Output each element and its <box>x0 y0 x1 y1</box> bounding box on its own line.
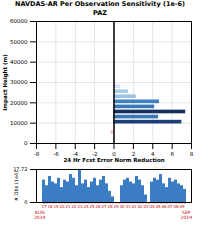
svg-text:25: 25 <box>89 204 95 209</box>
svg-text:6: 6 <box>170 151 174 157</box>
html-text:AUG 2019: AUG 2019 <box>34 210 46 220</box>
svg-text:03: 03 <box>143 204 149 209</box>
svg-text:0: 0 <box>24 199 27 205</box>
svg-text:60000: 60000 <box>10 18 28 24</box>
svg-text:8: 8 <box>190 151 194 157</box>
svg-text:23: 23 <box>77 204 83 209</box>
svg-text:06: 06 <box>161 204 167 209</box>
svg-text:# Obs (1e4): # Obs (1e4) <box>13 171 19 201</box>
svg-text:-6: -6 <box>53 151 59 157</box>
svg-text:-8: -8 <box>34 151 40 157</box>
svg-text:28: 28 <box>107 204 113 209</box>
svg-text:26: 26 <box>95 204 101 209</box>
svg-text:50000: 50000 <box>10 39 28 45</box>
svg-text:40000: 40000 <box>10 59 28 65</box>
svg-text:31: 31 <box>125 204 131 209</box>
svg-text:04: 04 <box>149 204 155 209</box>
svg-text:24 Hr Fcst Error Norm Reductio: 24 Hr Fcst Error Norm Reduction <box>63 157 164 163</box>
svg-text:09: 09 <box>179 204 185 209</box>
svg-text:24: 24 <box>83 204 89 209</box>
svg-text:-2: -2 <box>91 151 98 158</box>
svg-text:07: 07 <box>167 204 173 209</box>
html-text:SEP 2019: SEP 2019 <box>180 210 192 220</box>
svg-text:21: 21 <box>65 204 71 209</box>
svg-text:18: 18 <box>47 204 53 209</box>
svg-text:01: 01 <box>131 204 137 209</box>
html-text:PAZ: PAZ <box>93 9 107 17</box>
svg-text:10000: 10000 <box>10 120 28 126</box>
svg-text:0: 0 <box>112 151 116 158</box>
svg-text:02: 02 <box>137 204 143 209</box>
svg-text:4: 4 <box>151 151 155 158</box>
svg-text:2: 2 <box>131 151 136 158</box>
svg-text:19: 19 <box>53 204 59 209</box>
svg-text:08: 08 <box>173 204 179 209</box>
svg-text:0: 0 <box>24 140 28 146</box>
svg-text:20: 20 <box>59 204 65 209</box>
svg-text:30000: 30000 <box>10 79 28 85</box>
svg-text:Impact Height (m): Impact Height (m) <box>2 54 9 111</box>
svg-text:30: 30 <box>119 204 125 209</box>
svg-text:17.72: 17.72 <box>13 166 28 173</box>
svg-text:22: 22 <box>71 204 77 209</box>
svg-text:17: 17 <box>41 204 47 209</box>
svg-text:27: 27 <box>101 204 107 209</box>
svg-text:-4: -4 <box>72 151 78 158</box>
html-text:NAVDAS-AR Per Observation Sens: NAVDAS-AR Per Observation Sensitivity (1… <box>14 0 185 8</box>
svg-text:05: 05 <box>155 204 161 209</box>
svg-text:29: 29 <box>113 204 119 209</box>
svg-text:20000: 20000 <box>10 100 28 106</box>
